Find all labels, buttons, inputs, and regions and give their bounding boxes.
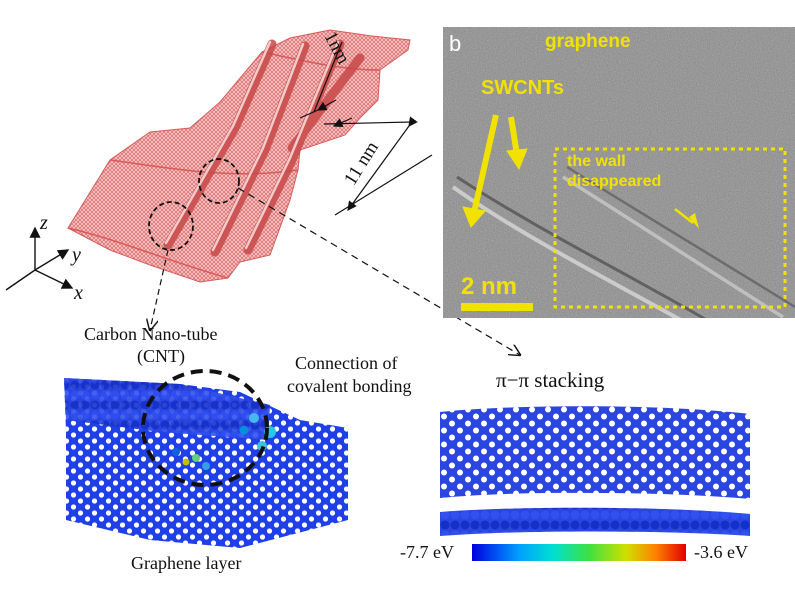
- cnt-leader-arrow: [150, 249, 169, 330]
- stacking-label: π−π stacking: [496, 368, 605, 392]
- cnt-label-line1: Carbon Nano-tube: [84, 324, 218, 344]
- tem-swcnt-label: SWCNTs: [481, 77, 564, 99]
- energy-colorbar: [472, 544, 686, 561]
- axes-triad: [5, 226, 74, 291]
- tem-scale-bar-label: 2 nm: [461, 273, 518, 300]
- covalent-bond-highlight-circle: [141, 369, 269, 487]
- tem-panel-letter: b: [449, 31, 462, 56]
- stacking-model: [439, 406, 751, 536]
- tem-image: [443, 27, 795, 318]
- tem-image-panel: b graphene SWCNTs the wall disappeared 2…: [443, 27, 795, 318]
- stacking-leader-arrow: [237, 187, 520, 355]
- axis-label-z: z: [40, 212, 48, 234]
- dimension-lines: [299, 41, 433, 216]
- axis-label-y: y: [72, 244, 81, 266]
- cnt-highlight-circle: [148, 201, 194, 251]
- colorbar-min-label: -7.7 eV: [400, 542, 454, 562]
- covalent-bonding-model: [64, 378, 348, 548]
- graphene-layer-label: Graphene layer: [131, 553, 242, 573]
- tem-graphene-label: graphene: [545, 31, 631, 52]
- tem-wall-note-line2: disappeared: [567, 173, 662, 190]
- cnt-tubes-schematic: [163, 39, 365, 257]
- tem-wall-note-line1: the wall: [567, 153, 626, 170]
- colorbar-max-label: -3.6 eV: [694, 542, 748, 562]
- stacking-highlight-circle: [198, 158, 240, 204]
- cnt-label-line2: (CNT): [137, 346, 185, 366]
- axis-label-x: x: [74, 282, 83, 304]
- covalent-label-line2: covalent bonding: [287, 376, 412, 396]
- covalent-label-line1: Connection of: [295, 353, 398, 373]
